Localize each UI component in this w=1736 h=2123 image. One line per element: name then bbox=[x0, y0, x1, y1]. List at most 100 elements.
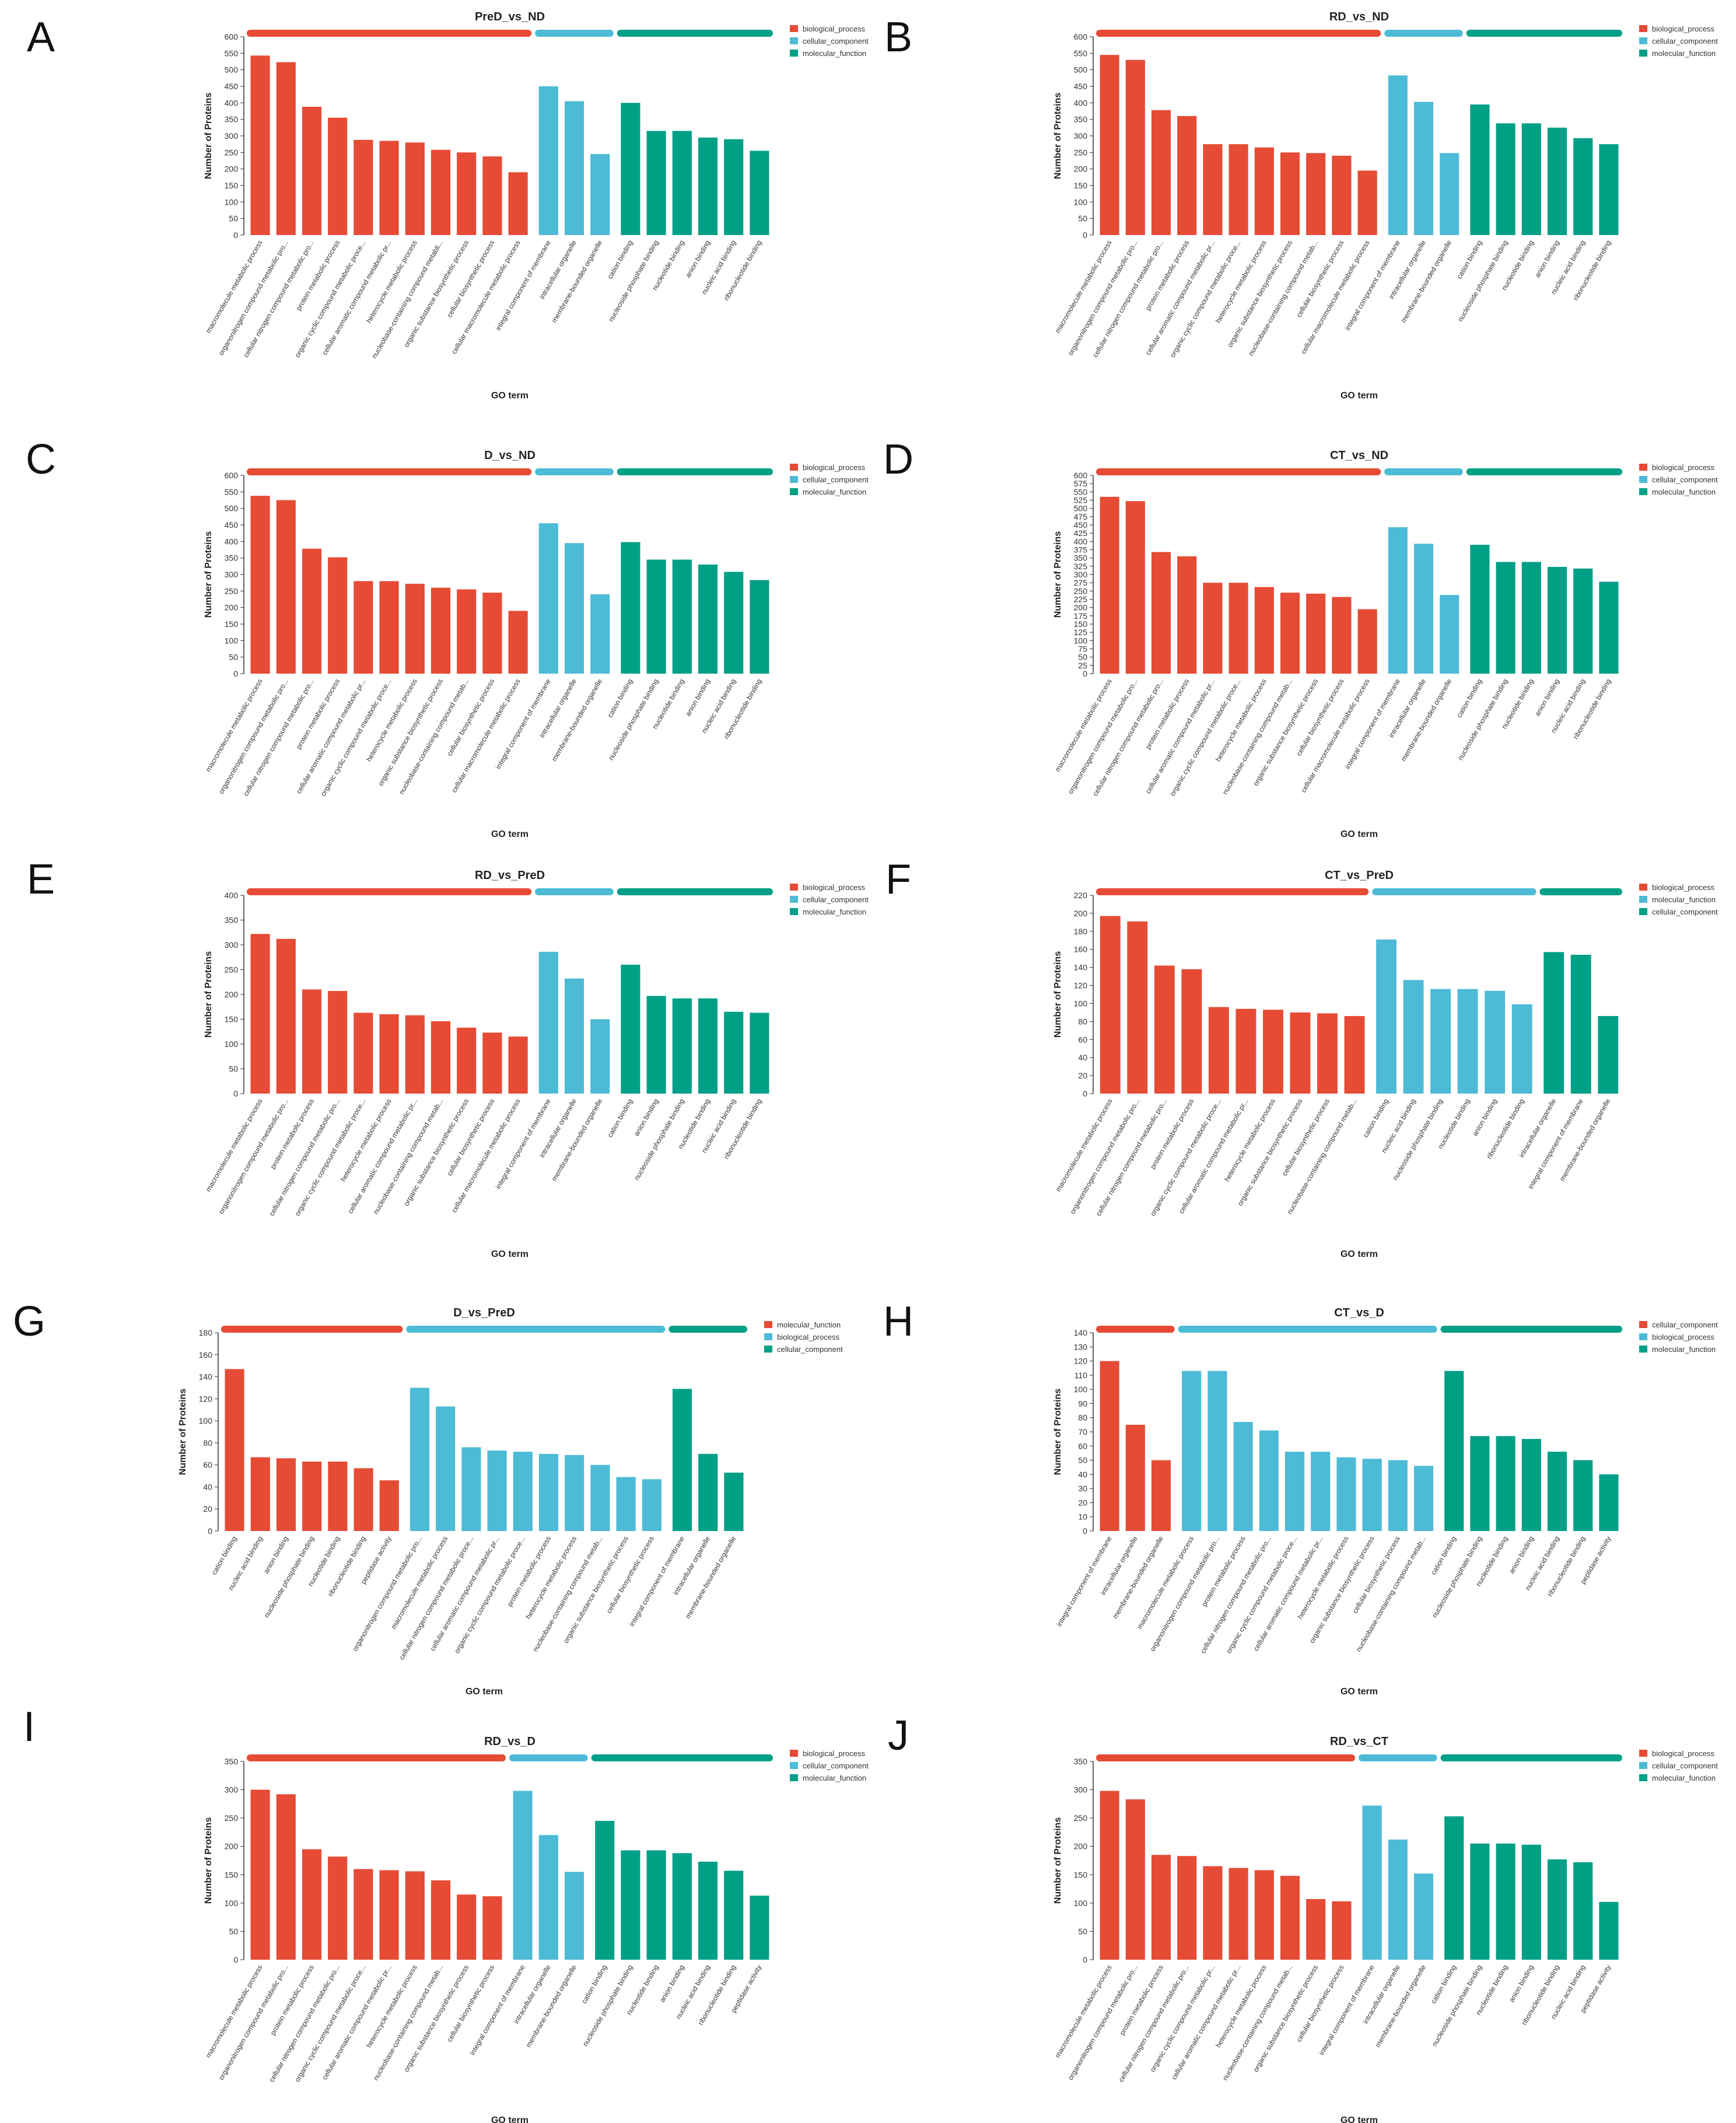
x-tick-label: heterocycle metabolic process bbox=[524, 1535, 578, 1621]
bar bbox=[302, 989, 322, 1094]
y-tick-label: 325 bbox=[1074, 562, 1088, 571]
bar bbox=[1511, 1004, 1532, 1094]
bar bbox=[513, 1452, 533, 1531]
bar bbox=[1284, 1452, 1305, 1531]
y-axis-label: Number of Proteins bbox=[204, 93, 214, 180]
x-axis-label: GO term bbox=[491, 1249, 528, 1259]
y-tick-label: 400 bbox=[1074, 537, 1088, 546]
bar bbox=[1573, 138, 1593, 235]
x-axis-label: GO term bbox=[491, 829, 528, 839]
legend-label: cellular_component bbox=[1652, 908, 1718, 916]
y-tick-label: 400 bbox=[225, 537, 239, 546]
y-tick-label: 80 bbox=[203, 1438, 212, 1448]
y-tick-label: 0 bbox=[1083, 1955, 1087, 1964]
bar bbox=[1440, 595, 1460, 674]
legend-label: biological_process bbox=[1652, 883, 1714, 892]
bar bbox=[508, 1036, 528, 1094]
y-tick-label: 425 bbox=[1074, 528, 1088, 538]
x-tick-label: cellular biosynthetic process bbox=[445, 239, 496, 319]
bar bbox=[457, 1894, 477, 1960]
bar bbox=[1100, 55, 1119, 236]
bar bbox=[1376, 939, 1396, 1094]
y-tick-label: 0 bbox=[233, 669, 238, 678]
bar bbox=[1573, 1460, 1593, 1531]
y-tick-label: 250 bbox=[1074, 148, 1088, 157]
bar bbox=[750, 1896, 769, 1960]
legend-label: cellular_component bbox=[1652, 475, 1718, 484]
bar bbox=[621, 1850, 640, 1960]
y-axis-label: Number of Proteins bbox=[1053, 1817, 1063, 1904]
bar bbox=[1151, 1460, 1171, 1531]
y-tick-label: 600 bbox=[225, 471, 239, 480]
y-tick-label: 20 bbox=[203, 1504, 212, 1514]
bar bbox=[1388, 75, 1408, 236]
legend-swatch bbox=[1639, 25, 1647, 32]
x-tick-label: membrane-bounded organelle bbox=[1558, 1097, 1612, 1183]
bar bbox=[1228, 583, 1248, 674]
bar bbox=[1306, 153, 1326, 235]
legend-label: molecular_function bbox=[1652, 488, 1716, 496]
bar bbox=[1332, 1901, 1352, 1960]
bar bbox=[1440, 153, 1460, 235]
x-tick-label: cation binding bbox=[1362, 1098, 1390, 1139]
x-tick-label: anion binding bbox=[1533, 678, 1561, 718]
bar bbox=[1280, 593, 1300, 674]
panel-letter: A bbox=[27, 14, 55, 61]
panel-letter: I bbox=[23, 1704, 35, 1750]
y-tick-label: 550 bbox=[1074, 487, 1088, 496]
x-tick-label: protein metabolic process bbox=[295, 678, 341, 751]
y-tick-label: 0 bbox=[1083, 230, 1087, 240]
legend-label: cellular_component bbox=[803, 1761, 869, 1770]
x-tick-label: membrane-bounded organelle bbox=[1399, 677, 1454, 763]
y-tick-label: 375 bbox=[1074, 545, 1088, 555]
legend-label: cellular_component bbox=[803, 895, 869, 904]
bar bbox=[1413, 544, 1434, 674]
legend-label: biological_process bbox=[1652, 463, 1714, 472]
chart-title: CT_vs_ND bbox=[1330, 449, 1388, 462]
y-tick-label: 175 bbox=[1074, 611, 1088, 621]
legend-label: molecular_function bbox=[1652, 1774, 1716, 1782]
bar bbox=[1306, 1899, 1326, 1960]
y-tick-label: 150 bbox=[1074, 1870, 1088, 1879]
y-tick-label: 0 bbox=[1083, 669, 1087, 678]
x-tick-label: cellular biosynthetic process bbox=[1280, 1098, 1331, 1178]
y-tick-label: 150 bbox=[225, 619, 239, 629]
legend-label: biological_process bbox=[803, 1749, 865, 1758]
y-tick-label: 250 bbox=[1074, 1813, 1088, 1823]
y-tick-label: 120 bbox=[199, 1394, 213, 1403]
x-axis-label: GO term bbox=[466, 1687, 503, 1697]
chart-title: RD_vs_PreD bbox=[475, 869, 545, 882]
x-axis-label: GO term bbox=[1340, 829, 1378, 839]
bar bbox=[1598, 1016, 1619, 1094]
x-tick-label: heterocycle metabolic process bbox=[365, 678, 419, 763]
chart-panel-H: H CT_vs_D 0 10 20 30 40 50 60 70 80 90 100 110 120 130 1… bbox=[883, 1298, 1718, 1697]
x-tick-label: membrane-bounded organelle bbox=[684, 1535, 738, 1620]
y-tick-label: 30 bbox=[1078, 1484, 1087, 1493]
bar bbox=[508, 611, 528, 674]
legend-label: cellular_component bbox=[1652, 1761, 1718, 1770]
x-tick-label: cation binding bbox=[1455, 678, 1483, 719]
x-tick-label: cation binding bbox=[606, 239, 634, 281]
y-tick-label: 300 bbox=[225, 570, 239, 579]
bar bbox=[1182, 1371, 1202, 1531]
x-tick-label: protein metabolic process bbox=[1144, 239, 1191, 312]
x-tick-label: membrane-bounded organelle bbox=[550, 239, 604, 324]
bar bbox=[646, 996, 666, 1094]
y-tick-label: 150 bbox=[225, 1870, 239, 1879]
bar bbox=[1125, 1799, 1145, 1960]
y-tick-label: 550 bbox=[225, 48, 239, 58]
x-tick-label: anion binding bbox=[1507, 1964, 1535, 2004]
bar bbox=[1470, 1436, 1490, 1531]
y-tick-label: 100 bbox=[1074, 999, 1088, 1008]
legend-swatch bbox=[1639, 1774, 1647, 1781]
bar bbox=[724, 1472, 744, 1531]
bar bbox=[1573, 1862, 1593, 1960]
bar bbox=[1570, 955, 1591, 1094]
bar bbox=[1332, 156, 1352, 235]
bar bbox=[646, 131, 666, 235]
bar bbox=[1125, 1424, 1145, 1531]
y-tick-label: 350 bbox=[225, 553, 239, 563]
bar bbox=[276, 1794, 296, 1960]
y-tick-label: 300 bbox=[225, 940, 239, 950]
x-tick-label: heterocycle metabolic process bbox=[1214, 1964, 1268, 2050]
